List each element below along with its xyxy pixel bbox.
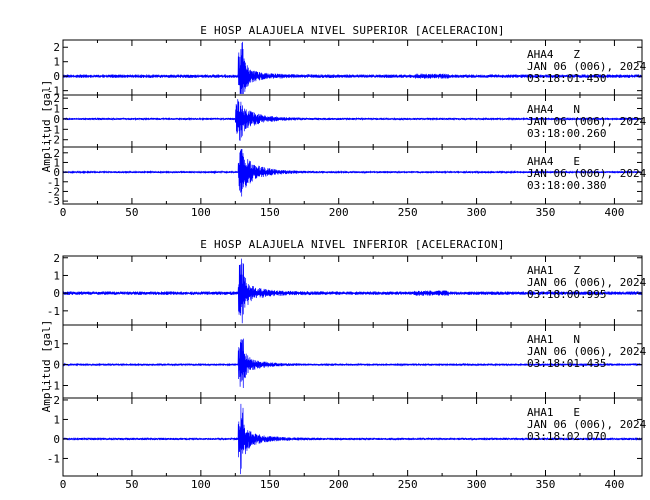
trace-date: JAN 06 (006), 2024 [527,418,647,431]
trace-time: 03:18:00.260 [527,127,606,140]
y-tick-label: 1 [53,56,60,69]
x-tick-label: 200 [329,478,349,491]
trace-date: JAN 06 (006), 2024 [527,276,647,289]
y-tick-label: 1 [53,338,60,351]
x-tick-label: 400 [604,206,624,219]
y-tick-label: 0 [53,433,60,446]
x-tick-label: 350 [536,478,556,491]
y-tick-label: -1 [47,176,60,189]
x-tick-label: 0 [60,478,67,491]
y-tick-label: -3 [47,195,60,208]
x-tick-label: 350 [536,206,556,219]
trace-date: JAN 06 (006), 2024 [527,115,647,128]
y-tick-label: -1 [47,379,60,392]
x-tick-label: 150 [260,478,280,491]
waveform-AHA4-N [62,99,643,141]
trace-time: 03:18:01.435 [527,357,606,370]
trace-date: JAN 06 (006), 2024 [527,167,647,180]
waveform-AHA1-Z [62,258,643,324]
y-tick-label: -1 [47,123,60,136]
panel-frame [62,397,643,477]
x-tick-label: 50 [125,206,138,219]
waveform-AHA1-E [62,403,643,475]
trace-time: 03:18:00.995 [527,288,606,301]
y-axis-label: Amplitud [gal] [40,320,53,413]
waveform-AHA4-E [62,149,643,197]
x-tick-label: 300 [467,478,487,491]
y-tick-label: -1 [47,85,60,98]
station-label: AHA1 E [527,406,580,419]
station-label: AHA1 N [527,333,580,346]
y-tick-label: 0 [53,113,60,126]
waveform-AHA4-Z [62,41,643,95]
chart-title: E HOSP ALAJUELA NIVEL SUPERIOR [ACELERAC… [200,24,505,37]
x-tick-label: 200 [329,206,349,219]
y-tick-label: 0 [53,70,60,83]
y-tick-label: 2 [53,92,60,105]
y-tick-label: -1 [47,452,60,465]
waveform-AHA1-N [62,338,643,389]
chart-2: E HOSP ALAJUELA NIVEL INFERIOR [ACELERAC… [40,238,647,491]
y-tick-label: -1 [47,305,60,318]
station-label: AHA4 Z [527,48,580,61]
y-tick-label: 0 [53,359,60,372]
y-tick-label: 2 [53,147,60,160]
panel-frame [62,146,643,205]
x-tick-label: 0 [60,206,67,219]
x-tick-label: 300 [467,206,487,219]
x-tick-label: 250 [398,206,418,219]
station-label: AHA4 N [527,103,580,116]
trace-date: JAN 06 (006), 2024 [527,60,647,73]
trace-date: JAN 06 (006), 2024 [527,345,647,358]
y-tick-label: 1 [53,413,60,426]
y-tick-label: -2 [47,185,60,198]
y-tick-label: 1 [53,103,60,116]
chart-title: E HOSP ALAJUELA NIVEL INFERIOR [ACELERAC… [200,238,505,251]
x-tick-label: 150 [260,206,280,219]
x-tick-label: 400 [604,478,624,491]
trace-time: 03:18:01.450 [527,72,606,85]
y-tick-label: 1 [53,269,60,282]
trace-time: 03:18:00.380 [527,179,606,192]
x-tick-label: 250 [398,478,418,491]
x-tick-label: 100 [191,206,211,219]
y-tick-label: 0 [53,287,60,300]
y-tick-label: 2 [53,41,60,54]
x-tick-label: 50 [125,478,138,491]
y-axis-label: Amplitud [gal] [40,80,53,173]
y-tick-label: -2 [47,134,60,147]
y-tick-label: 2 [53,394,60,407]
y-tick-label: 2 [53,252,60,265]
y-tick-label: 0 [53,166,60,179]
chart-1: E HOSP ALAJUELA NIVEL SUPERIOR [ACELERAC… [40,24,647,219]
station-label: AHA1 Z [527,264,580,277]
y-tick-label: 1 [53,156,60,169]
trace-time: 03:18:02.070 [527,430,606,443]
x-tick-label: 100 [191,478,211,491]
station-label: AHA4 E [527,155,580,168]
